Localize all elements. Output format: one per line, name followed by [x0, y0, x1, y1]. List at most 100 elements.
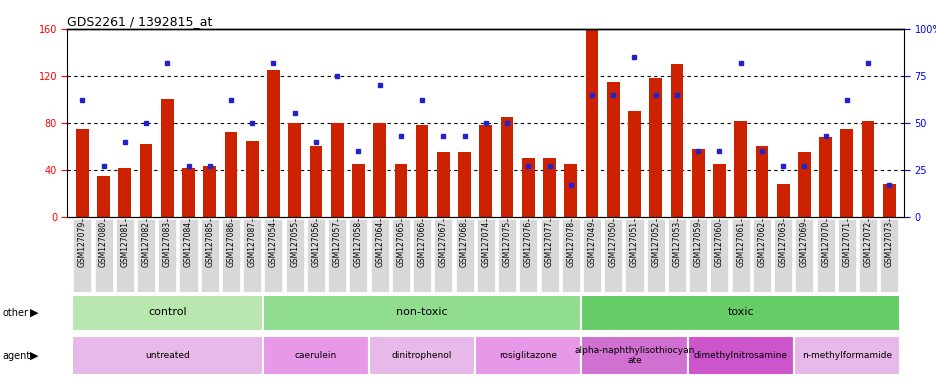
Bar	[263, 295, 580, 331]
Bar	[455, 219, 473, 292]
Text: toxic: toxic	[726, 307, 753, 317]
Text: agent: agent	[3, 351, 31, 361]
Text: n-methylformamide: n-methylformamide	[801, 351, 891, 360]
Bar	[200, 219, 218, 292]
Bar	[264, 219, 282, 292]
Bar	[604, 219, 622, 292]
Bar	[72, 295, 263, 331]
Bar	[691, 149, 704, 217]
Text: dinitrophenol: dinitrophenol	[391, 351, 452, 360]
Bar	[349, 219, 367, 292]
Bar	[754, 146, 768, 217]
Text: GSM127062: GSM127062	[756, 221, 766, 267]
Bar	[540, 219, 558, 292]
Bar	[776, 184, 789, 217]
Text: GSM127084: GSM127084	[183, 221, 193, 267]
Bar	[139, 144, 153, 217]
Bar	[95, 219, 112, 292]
Bar	[840, 129, 853, 217]
Bar	[582, 219, 600, 292]
Text: GSM127073: GSM127073	[884, 221, 893, 267]
Text: GSM127087: GSM127087	[247, 221, 256, 267]
Bar	[352, 164, 364, 217]
Text: GSM127071: GSM127071	[841, 221, 851, 267]
Text: ▶: ▶	[30, 351, 38, 361]
Bar	[328, 219, 345, 292]
Bar	[563, 164, 577, 217]
Bar	[458, 152, 471, 217]
Bar	[161, 99, 173, 217]
Bar	[116, 219, 134, 292]
Text: GSM127077: GSM127077	[545, 221, 553, 267]
Text: GSM127057: GSM127057	[332, 221, 342, 267]
Bar	[137, 219, 154, 292]
Bar	[627, 111, 640, 217]
Bar	[793, 336, 899, 376]
Bar	[416, 125, 428, 217]
Bar	[858, 219, 876, 292]
Text: GSM127076: GSM127076	[523, 221, 533, 267]
Bar	[285, 219, 303, 292]
Text: GSM127086: GSM127086	[227, 221, 235, 267]
Text: rosiglitazone: rosiglitazone	[499, 351, 557, 360]
Bar	[118, 167, 131, 217]
Bar	[734, 121, 746, 217]
Bar	[475, 336, 580, 376]
Text: other: other	[3, 308, 29, 318]
Text: GSM127066: GSM127066	[417, 221, 426, 267]
Text: GSM127052: GSM127052	[651, 221, 660, 267]
Bar	[689, 219, 707, 292]
Bar	[330, 123, 344, 217]
Text: GSM127075: GSM127075	[502, 221, 511, 267]
Text: GSM127055: GSM127055	[290, 221, 299, 267]
Bar	[288, 123, 300, 217]
Bar	[646, 219, 664, 292]
Bar	[180, 219, 197, 292]
Text: dimethylnitrosamine: dimethylnitrosamine	[693, 351, 787, 360]
Bar	[222, 219, 240, 292]
Bar	[709, 219, 727, 292]
Bar	[243, 219, 261, 292]
Text: GSM127051: GSM127051	[629, 221, 638, 267]
Bar	[797, 152, 810, 217]
Bar	[309, 146, 322, 217]
Bar	[158, 219, 176, 292]
Text: GDS2261 / 1392815_at: GDS2261 / 1392815_at	[67, 15, 212, 28]
Bar	[753, 219, 770, 292]
Text: GSM127081: GSM127081	[120, 221, 129, 267]
Text: GSM127074: GSM127074	[481, 221, 490, 267]
Bar	[498, 219, 516, 292]
Bar	[436, 152, 449, 217]
Text: GSM127070: GSM127070	[820, 221, 829, 267]
Text: GSM127067: GSM127067	[438, 221, 447, 267]
Bar	[667, 219, 685, 292]
Bar	[607, 82, 619, 217]
Text: control: control	[148, 307, 186, 317]
Bar	[562, 219, 579, 292]
Text: GSM127056: GSM127056	[311, 221, 320, 267]
Bar	[580, 336, 687, 376]
Text: non-toxic: non-toxic	[396, 307, 447, 317]
Bar	[369, 336, 475, 376]
Bar	[413, 219, 431, 292]
Bar	[97, 176, 110, 217]
Bar	[880, 219, 898, 292]
Text: GSM127061: GSM127061	[736, 221, 744, 267]
Text: ▶: ▶	[30, 308, 38, 318]
Bar	[391, 219, 409, 292]
Bar	[263, 336, 369, 376]
Bar	[225, 132, 237, 217]
Bar	[500, 117, 513, 217]
Text: GSM127080: GSM127080	[99, 221, 108, 267]
Bar	[521, 158, 534, 217]
Text: GSM127054: GSM127054	[269, 221, 278, 267]
Bar	[818, 137, 831, 217]
Text: untreated: untreated	[145, 351, 189, 360]
Bar	[476, 219, 494, 292]
Text: GSM127058: GSM127058	[354, 221, 362, 267]
Text: GSM127085: GSM127085	[205, 221, 214, 267]
Bar	[795, 219, 812, 292]
Text: GSM127078: GSM127078	[565, 221, 575, 267]
Bar	[687, 336, 793, 376]
Text: caerulein: caerulein	[295, 351, 337, 360]
